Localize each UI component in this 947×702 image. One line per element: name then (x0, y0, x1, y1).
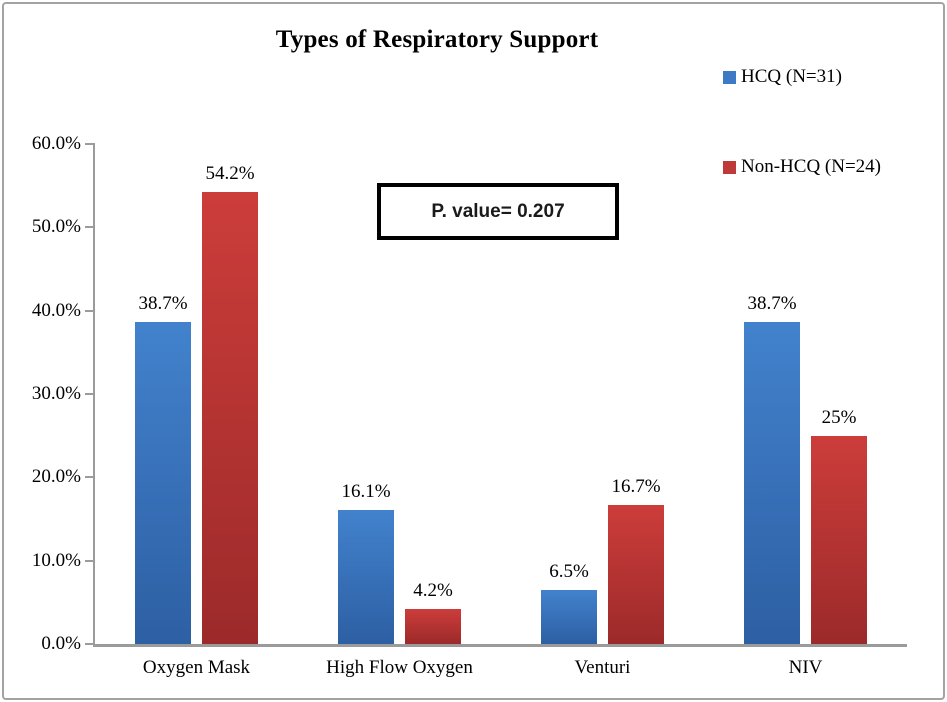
x-axis-category-label-high-flow-oxygen: High Flow Oxygen (326, 657, 473, 678)
plot-area: 0.0% 10.0% 20.0% 30.0% 40.0% 50.0% 60.0% Oxygen… (32, 133, 907, 678)
y-axis-tick (85, 309, 95, 312)
bar-hcq-n-31-oxygen-mask (135, 321, 191, 644)
legend-swatch (723, 160, 736, 174)
x-axis-category-label-venturi: Venturi (574, 657, 631, 678)
data-label-hcq-n-31-high-flow-oxygen: 16.1% (341, 480, 391, 502)
y-axis-tick-label: 50.0% (31, 216, 81, 238)
bar-non-hcq-n-24-venturi (608, 504, 664, 644)
data-label-hcq-n-31-venturi: 6.5% (549, 560, 589, 582)
p-value-annotation-box: P. value= 0.207 (377, 183, 619, 240)
y-axis-tick (85, 393, 95, 395)
y-axis-tick (85, 143, 95, 145)
data-label-hcq-n-31-oxygen-mask: 38.7% (138, 292, 188, 314)
y-axis-tick-label: 0.0% (41, 633, 81, 654)
y-axis-tick-label: 40.0% (31, 299, 81, 321)
data-label-non-hcq-n-24-oxygen-mask: 54.2% (205, 163, 255, 185)
legend-item-hcq: HCQ (N=31) (723, 66, 842, 88)
bar-hcq-n-31-high-flow-oxygen (338, 509, 394, 644)
data-label-hcq-n-31-niv: 38.7% (747, 292, 797, 314)
bar-non-hcq-n-24-high-flow-oxygen (405, 609, 461, 644)
y-axis-tick (85, 559, 95, 562)
y-axis-tick-label: 20.0% (31, 466, 81, 488)
bar-hcq-n-31-venturi (541, 589, 597, 644)
y-axis-tick-label: 30.0% (31, 383, 81, 404)
legend-label-non-hcq: Non-HCQ (N=24) (741, 156, 882, 177)
y-axis-tick (85, 476, 95, 479)
bar-non-hcq-n-24-oxygen-mask (202, 192, 258, 644)
chart-title: Types of Respiratory Support (275, 26, 599, 53)
data-label-non-hcq-n-24-niv: 25% (821, 406, 857, 428)
y-axis-tick-label: 10.0% (31, 549, 81, 571)
bar-hcq-n-31-niv (744, 321, 800, 644)
data-label-non-hcq-n-24-venturi: 16.7% (611, 475, 661, 497)
y-axis-tick (85, 226, 95, 229)
data-label-non-hcq-n-24-high-flow-oxygen: 4.2% (413, 580, 453, 601)
legend-item-non-hcq: Non-HCQ (N=24) (723, 156, 881, 178)
legend-swatch (723, 70, 736, 84)
p-value-text: P. value= 0.207 (431, 200, 565, 222)
bar-non-hcq-n-24-niv (811, 435, 867, 644)
y-axis-tick-label: 60.0% (31, 133, 81, 154)
legend-label-hcq: HCQ (N=31) (741, 66, 842, 87)
y-axis-tick (85, 643, 95, 645)
x-axis-category-label-oxygen-mask: Oxygen Mask (142, 657, 251, 678)
x-axis-category-label-niv: NIV (788, 657, 823, 678)
